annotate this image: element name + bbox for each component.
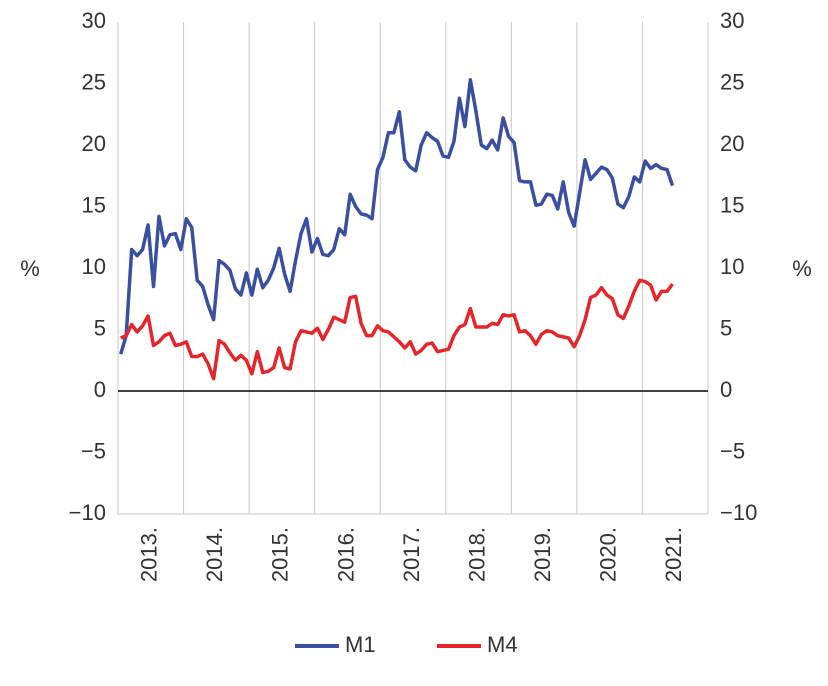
y2-tick-label: −10 xyxy=(720,500,757,525)
x-tick-label: 2014. xyxy=(202,527,227,582)
y-axis-label: % xyxy=(20,256,40,281)
y-tick-label: 0 xyxy=(94,377,106,402)
y2-tick-label: 0 xyxy=(720,377,732,402)
x-tick-label: 2019. xyxy=(530,527,555,582)
y2-tick-label: 5 xyxy=(720,315,732,340)
legend-label: M1 xyxy=(345,632,376,657)
series-line xyxy=(119,78,675,355)
x-tick-label: 2020. xyxy=(595,527,620,582)
x-tick-label: 2015. xyxy=(268,527,293,582)
y2-tick-label: 10 xyxy=(720,254,744,279)
y2-tick-label: 30 xyxy=(720,8,744,33)
legend-label: M4 xyxy=(487,632,518,657)
y-tick-label: 20 xyxy=(82,131,106,156)
y-tick-label: −10 xyxy=(69,500,106,525)
x-tick-label: 2021. xyxy=(661,527,686,582)
y-tick-label: 25 xyxy=(82,69,106,94)
y2-tick-label: 15 xyxy=(720,192,744,217)
series-line xyxy=(120,278,674,381)
y-tick-label: 10 xyxy=(82,254,106,279)
y-tick-label: 5 xyxy=(94,315,106,340)
x-tick-label: 2016. xyxy=(333,527,358,582)
y2-axis-label: % xyxy=(792,256,812,281)
y2-tick-label: −5 xyxy=(720,438,745,463)
x-tick-label: 2013. xyxy=(137,527,162,582)
y2-tick-label: 20 xyxy=(720,131,744,156)
x-tick-label: 2017. xyxy=(399,527,424,582)
y-tick-label: −5 xyxy=(81,438,106,463)
y-tick-label: 30 xyxy=(82,8,106,33)
y-tick-label: 15 xyxy=(82,192,106,217)
x-tick-label: 2018. xyxy=(464,527,489,582)
y2-tick-label: 25 xyxy=(720,69,744,94)
